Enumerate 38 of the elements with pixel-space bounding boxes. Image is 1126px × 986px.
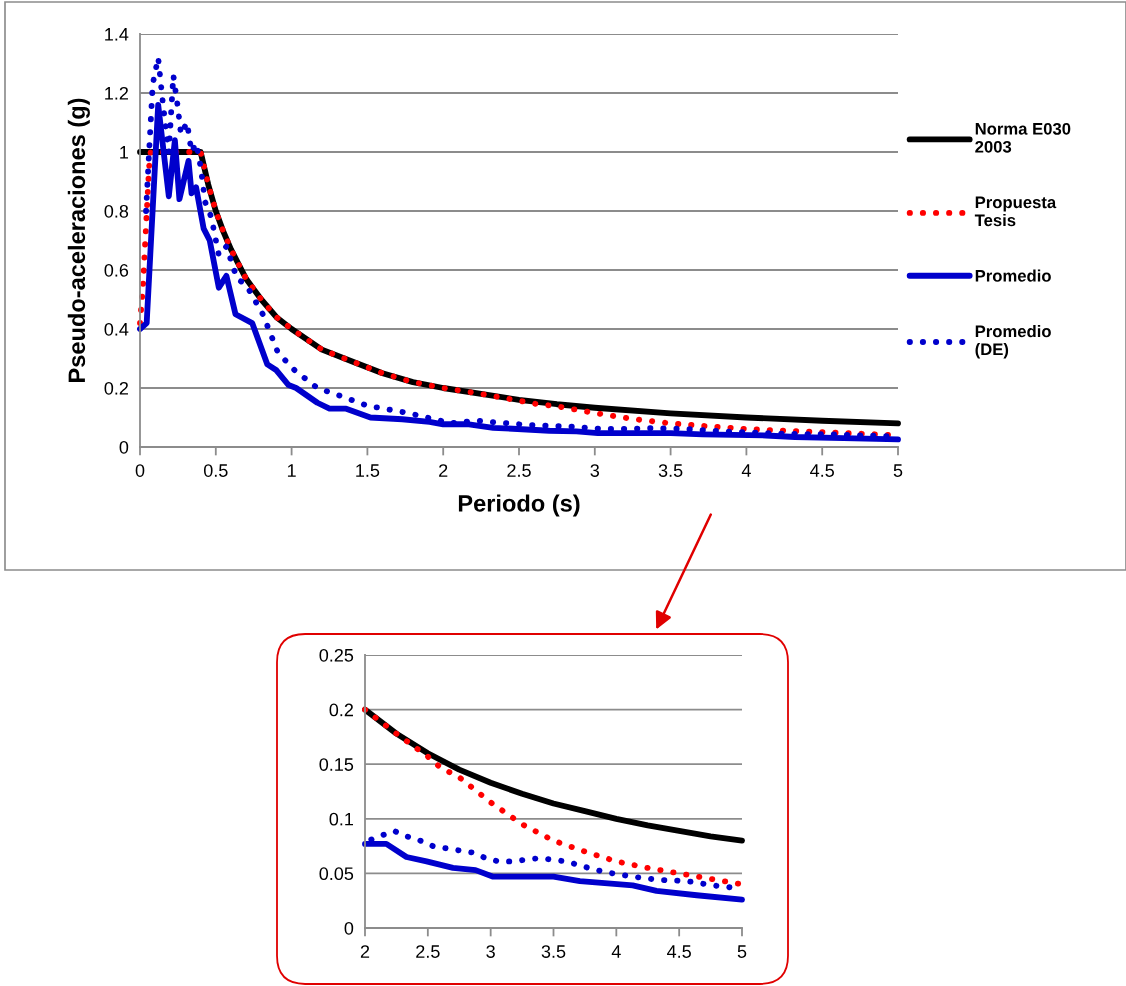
x-tick-label: 4 (611, 945, 621, 958)
x-tick-label: 4 (741, 464, 751, 477)
x-tick-label: 1.5 (356, 464, 380, 477)
legend-label: Propuesta Tesis (974, 196, 1057, 227)
x-tick-label: 2.5 (416, 945, 440, 958)
y-tick-label: 0.05 (319, 867, 354, 881)
x-tick-label: 2.5 (507, 464, 531, 477)
y-tick-label: 0.6 (104, 263, 129, 277)
x-tick-label: 0 (135, 464, 145, 477)
y-tick-label: 0.1 (329, 812, 354, 826)
x-axis-title: Periodo (s) (458, 494, 580, 517)
legend-label: Promedio (975, 269, 1051, 282)
legend-label: Norma E030 2003 (975, 122, 1071, 153)
x-tick-label: 3 (590, 464, 600, 477)
y-tick-label: 0.4 (104, 322, 129, 336)
x-tick-label: 4.5 (667, 945, 691, 958)
x-tick-label: 3 (486, 945, 495, 958)
x-tick-label: 2 (360, 945, 370, 958)
x-tick-label: 5 (893, 464, 903, 477)
y-tick-label: 1 (120, 146, 129, 159)
x-tick-label: 5 (737, 945, 747, 958)
y-tick-label: 0.15 (319, 758, 354, 771)
y-tick-label: 0.8 (104, 204, 129, 218)
y-tick-label: 0 (344, 921, 354, 935)
y-tick-label: 0.2 (329, 703, 353, 717)
y-tick-label: 0.25 (319, 648, 354, 662)
x-tick-label: 3.5 (658, 464, 683, 477)
y-tick-label: 1.2 (105, 86, 128, 100)
x-tick-label: 3.5 (541, 945, 566, 958)
x-tick-label: 2 (439, 464, 448, 477)
y-tick-label: 0 (119, 440, 129, 454)
legend-label: Promedio (DE) (975, 325, 1051, 359)
x-tick-label: 1 (287, 464, 296, 477)
y-axis-title: Pseudo-aceleraciones (g) (67, 98, 90, 382)
y-tick-label: 0.2 (104, 381, 128, 395)
x-tick-label: 0.5 (203, 464, 228, 477)
x-tick-label: 4.5 (810, 464, 834, 477)
y-tick-label: 1.4 (105, 28, 129, 41)
